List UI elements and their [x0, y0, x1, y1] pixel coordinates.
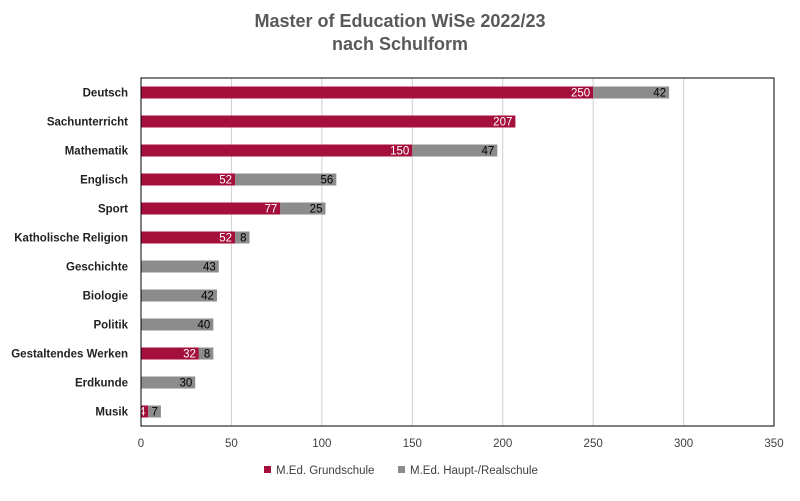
bar-segment	[141, 347, 199, 360]
data-label: 32	[183, 349, 196, 361]
x-tick-label: 300	[674, 438, 693, 450]
x-tick-label: 50	[225, 438, 238, 450]
x-tick-label: 350	[764, 438, 783, 450]
category-label: Erdkunde	[75, 378, 128, 390]
x-axis-tick-labels: 0 50 100 150 200 250 300 350	[138, 438, 784, 450]
chart-title-line-1: Master of Education WiSe 2022/23	[255, 11, 546, 31]
data-label: 56	[321, 175, 334, 187]
legend: M.Ed. Grundschule M.Ed. Haupt-/Realschule	[264, 465, 538, 477]
x-tick-label: 0	[138, 438, 144, 450]
legend-swatch	[398, 466, 405, 473]
x-tick-label: 200	[493, 438, 512, 450]
bar-segment	[141, 173, 236, 186]
bar-segment	[198, 347, 214, 360]
data-label: 207	[493, 117, 512, 129]
data-label: 42	[201, 291, 214, 303]
data-label: 7	[151, 407, 157, 419]
bar-segment	[141, 260, 219, 273]
data-label: 43	[203, 262, 216, 274]
data-label: 8	[240, 233, 246, 245]
bar-segment	[141, 318, 214, 331]
category-label: Deutsch	[83, 88, 128, 100]
legend-label: M.Ed. Grundschule	[276, 465, 374, 477]
bar-segment	[141, 289, 217, 302]
category-label: Musik	[95, 407, 128, 419]
category-labels: Deutsch Sachunterricht Mathematik Englisch S…	[11, 88, 128, 419]
category-label: Mathematik	[65, 146, 129, 158]
category-label: Gestaltendes Werken	[11, 349, 128, 361]
data-label: 150	[390, 146, 409, 158]
data-label: 4	[139, 407, 146, 419]
bar-segment	[235, 173, 337, 186]
category-label: Geschichte	[66, 262, 128, 274]
data-label: 40	[198, 320, 211, 332]
data-label: 30	[179, 378, 192, 390]
legend-label: M.Ed. Haupt-/Realschule	[410, 465, 538, 477]
bar-segment	[593, 86, 670, 99]
bar-segment	[280, 202, 326, 215]
legend-swatch	[264, 466, 271, 473]
gridlines	[230, 78, 685, 426]
category-label: Biologie	[83, 291, 128, 303]
bars: 250 42 207 150 47 52 56 77 25 52 8 43 42 40 32 8 30 4 7	[139, 86, 670, 419]
category-label: Politik	[93, 320, 128, 332]
bar-segment	[412, 144, 498, 157]
data-label: 8	[204, 349, 210, 361]
category-label: Englisch	[80, 175, 128, 187]
category-label: Sachunterricht	[47, 117, 128, 129]
data-label: 77	[264, 204, 277, 216]
data-label: 52	[219, 233, 232, 245]
bar-segment	[141, 231, 236, 244]
bar-segment	[141, 202, 281, 215]
x-tick-label: 150	[403, 438, 422, 450]
data-label: 52	[219, 175, 232, 187]
bar-segment	[141, 144, 413, 157]
category-label: Sport	[98, 204, 128, 216]
x-tick-label: 250	[584, 438, 603, 450]
data-label: 42	[653, 88, 666, 100]
plot-area-border	[140, 77, 775, 427]
bar-segment	[141, 405, 149, 418]
data-label: 25	[310, 204, 323, 216]
category-label: Katholische Religion	[14, 233, 128, 245]
chart-title-line-2: nach Schulform	[332, 34, 468, 54]
data-label: 250	[571, 88, 590, 100]
bar-segment	[148, 405, 161, 418]
bar-segment	[235, 231, 250, 244]
bar-segment	[141, 376, 196, 389]
bar-segment	[141, 115, 516, 128]
x-tick-label: 100	[312, 438, 331, 450]
data-label: 47	[481, 146, 494, 158]
bar-segment	[141, 86, 594, 99]
